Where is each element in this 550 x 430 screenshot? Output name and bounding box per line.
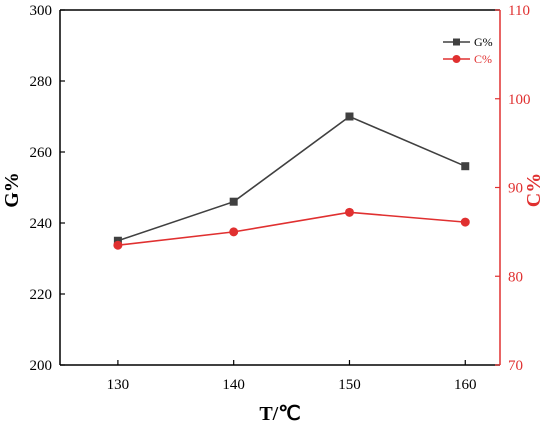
left-axis-ticks: 200 220 240 260 280 300 [30,3,65,374]
plot-frame [59,9,501,366]
right-tick-label: 70 [508,358,523,374]
data-point-c [113,240,123,250]
legend-marker-c [452,55,461,63]
left-tick-label: 240 [30,216,53,232]
x-axis-ticks: 130 140 150 160 [107,360,477,393]
right-tick-label: 80 [508,269,523,285]
right-tick-label: 90 [508,181,523,197]
left-tick-label: 200 [30,358,53,374]
right-axis-ticks: 70 80 90 100 110 [495,3,531,374]
legend-marker-g [453,38,460,46]
data-point-c [229,227,239,237]
data-point-c [460,217,470,227]
left-tick-label: 300 [30,3,53,19]
x-tick-label: 160 [454,377,477,393]
right-tick-label: 100 [508,92,531,108]
left-tick-label: 260 [30,145,53,161]
data-point-g [229,197,238,206]
data-point-g [461,162,470,171]
x-tick-label: 150 [338,377,361,393]
left-tick-label: 220 [30,287,53,303]
series-line-g [117,115,466,242]
legend-label-c: C% [474,52,492,66]
right-tick-label: 110 [508,3,530,19]
legend-label-g: G% [474,35,493,49]
x-tick-label: 130 [107,377,130,393]
y-axis-left-title: G% [1,172,23,208]
legend: G% C% [443,35,493,66]
series-line-c [117,211,466,246]
left-tick-label: 280 [30,74,53,90]
x-axis-title: T/℃ [259,403,300,425]
series-layer [113,112,470,250]
data-point-g [345,112,354,121]
x-tick-label: 140 [222,377,245,393]
data-point-c [344,207,354,217]
y-axis-right-title: C% [523,173,545,207]
